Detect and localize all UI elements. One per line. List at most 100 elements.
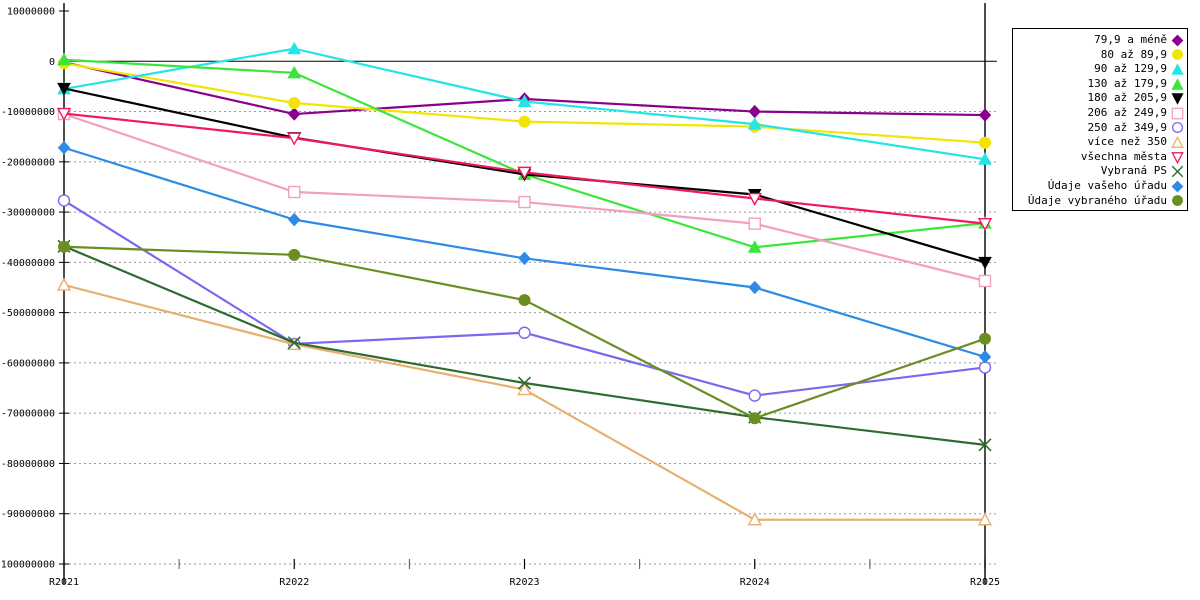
legend-item[interactable]: 90 až 129,9 — [1013, 62, 1187, 77]
data-point-marker — [287, 41, 302, 55]
legend-item[interactable]: Údaje vašeho úřadu — [1013, 179, 1187, 194]
legend-marker-square-icon — [1171, 107, 1184, 120]
y-axis-tick-label: -90000000 — [1, 509, 55, 520]
legend-item-label: 130 až 179,9 — [1087, 76, 1167, 90]
data-point-marker — [57, 52, 71, 66]
y-axis-tick-label: -80000000 — [1, 459, 55, 470]
legend-item[interactable]: 79,9 a méně — [1013, 33, 1187, 48]
data-point-marker — [517, 94, 532, 107]
legend-item[interactable]: všechna města — [1013, 150, 1187, 165]
data-point-marker — [748, 412, 761, 425]
legend-item-label: více než 350 — [1087, 135, 1167, 149]
data-point-marker — [57, 194, 71, 207]
legend-marker-triangle-down-icon — [1171, 151, 1184, 164]
data-point-marker — [288, 185, 301, 199]
chart-series — [57, 239, 992, 452]
data-point-marker — [978, 438, 992, 452]
y-axis-tick-label: -70000000 — [1, 409, 55, 420]
data-point-marker — [747, 117, 762, 130]
data-point-marker — [978, 256, 992, 270]
legend-item-label: 80 až 89,9 — [1100, 47, 1167, 61]
data-point-marker — [288, 212, 301, 227]
legend-item[interactable]: 130 až 179,9 — [1013, 77, 1187, 92]
data-point-marker — [747, 512, 762, 526]
legend-item-label: Údaje vašeho úřadu — [1047, 178, 1167, 192]
legend-marker-x-icon — [1171, 165, 1184, 178]
data-point-marker — [518, 115, 531, 128]
legend-item-label: 250 až 349,9 — [1087, 120, 1167, 134]
y-axis-tick-label: -50000000 — [1, 308, 55, 319]
legend-item-label: Vybraná PS — [1100, 164, 1167, 178]
legend-item[interactable]: 206 až 249,9 — [1013, 106, 1187, 121]
data-point-marker — [57, 141, 71, 155]
y-axis-tick-label: -10000000 — [1, 107, 55, 118]
series-line — [62, 283, 987, 521]
legend-marker-triangle-up-icon — [1171, 63, 1184, 76]
data-point-marker — [518, 195, 531, 209]
data-point-marker — [977, 512, 993, 526]
data-point-marker — [747, 192, 762, 206]
y-axis-tick-label: -40000000 — [1, 258, 55, 269]
data-point-marker — [57, 82, 71, 96]
series-line — [62, 245, 987, 446]
legend-item-label: 90 až 129,9 — [1094, 62, 1167, 76]
data-point-marker — [517, 166, 532, 180]
data-point-marker — [979, 332, 991, 345]
data-point-marker — [287, 336, 301, 350]
y-axis-tick-label: 0 — [49, 57, 55, 68]
legend-item-label: Údaje vybraného úřadu — [1027, 193, 1167, 207]
x-axis-tick-label: R2021 — [49, 577, 79, 588]
data-point-marker — [288, 107, 301, 121]
data-point-marker — [748, 389, 761, 402]
y-axis-tick-label: -20000000 — [1, 157, 55, 168]
data-point-marker — [518, 251, 531, 266]
chart-series — [57, 141, 992, 364]
legend-item-label: 180 až 205,9 — [1087, 91, 1167, 105]
data-point-marker — [518, 294, 531, 307]
data-point-marker — [978, 152, 992, 165]
x-axis-tick-label: R2024 — [740, 577, 770, 588]
legend-marker-triangle-up-icon — [1171, 135, 1184, 149]
y-axis-tick-label: 10000000 — [7, 7, 55, 18]
legend-marker-circle-icon — [1171, 121, 1184, 134]
legend-marker-circle-icon — [1171, 194, 1184, 207]
data-point-marker — [56, 107, 72, 122]
x-axis-tick-label: R2023 — [509, 577, 539, 588]
legend-item[interactable]: Vybraná PS — [1013, 164, 1187, 179]
legend-item-label: 206 až 249,9 — [1087, 105, 1167, 119]
legend-item[interactable]: 180 až 205,9 — [1013, 91, 1187, 106]
data-point-marker — [747, 240, 762, 253]
data-point-marker — [978, 108, 992, 122]
chart-series — [58, 240, 991, 425]
data-point-marker — [58, 240, 70, 253]
data-point-marker — [517, 382, 532, 396]
legend-item[interactable]: 250 až 349,9 — [1013, 121, 1187, 136]
legend-marker-triangle-up-icon — [1171, 77, 1184, 91]
data-point-marker — [288, 96, 301, 109]
x-axis-tick-label: R2025 — [970, 577, 1000, 588]
data-point-marker — [977, 217, 993, 232]
data-point-marker — [287, 132, 302, 146]
data-point-marker — [748, 280, 761, 295]
data-point-marker — [748, 217, 761, 230]
data-point-marker — [978, 274, 992, 288]
chart-series — [57, 41, 992, 165]
legend-item[interactable]: více než 350 — [1013, 135, 1187, 150]
y-axis-tick-label: -30000000 — [1, 208, 55, 219]
legend-item-label: 79,9 a méně — [1094, 33, 1167, 46]
legend-item[interactable]: Údaje vybraného úřadu — [1013, 194, 1187, 209]
legend-marker-diamond-icon — [1171, 180, 1184, 193]
legend-item[interactable]: 80 až 89,9 — [1013, 48, 1187, 63]
y-axis-tick-label: -60000000 — [1, 358, 55, 369]
legend-marker-triangle-down-icon — [1171, 92, 1184, 105]
data-point-marker — [748, 104, 761, 119]
data-point-marker — [287, 65, 302, 79]
chart-legend: 79,9 a méně 80 až 89,9 90 až 129,9 130 až 1… — [1012, 28, 1188, 212]
legend-marker-diamond-icon — [1171, 34, 1184, 47]
x-axis-tick-label: R2022 — [279, 577, 309, 588]
chart-series — [57, 194, 992, 402]
series-line — [62, 61, 987, 117]
data-point-marker — [56, 277, 72, 291]
chart-series — [56, 107, 993, 232]
legend-marker-circle-icon — [1171, 48, 1184, 61]
